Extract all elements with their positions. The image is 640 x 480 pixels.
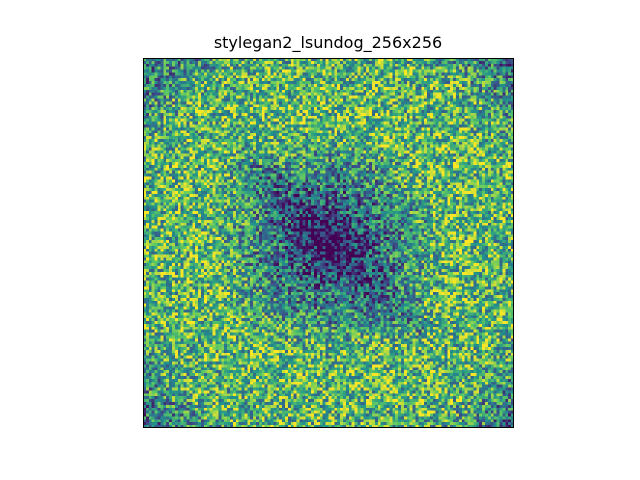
heatmap-image bbox=[143, 58, 514, 428]
chart-title: stylegan2_lsundog_256x256 bbox=[213, 33, 443, 52]
